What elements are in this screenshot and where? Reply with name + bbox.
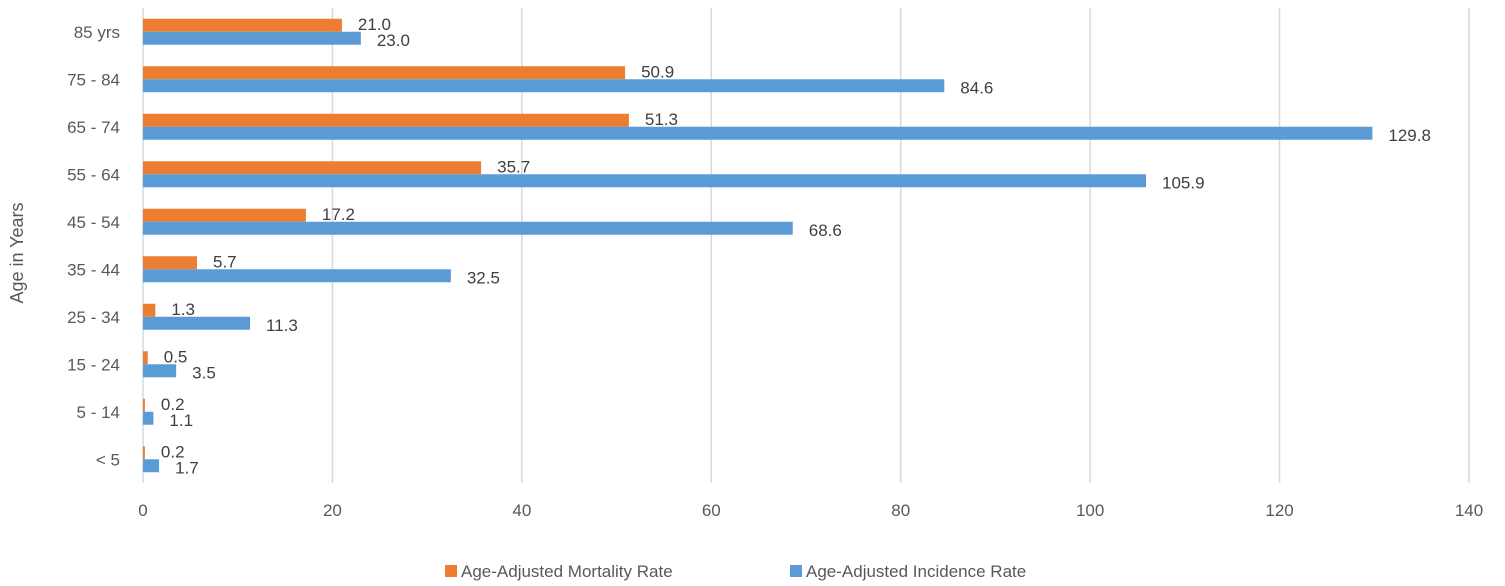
x-tick-label: 40 bbox=[512, 501, 531, 520]
y-tick-label: 25 - 34 bbox=[67, 308, 120, 327]
mortality-data-label: 21.0 bbox=[358, 15, 391, 34]
incidence-bar bbox=[143, 364, 177, 378]
y-tick-label: 15 - 24 bbox=[67, 355, 120, 374]
y-axis-tick-labels: 85 yrs 75 - 84 65 - 74 55 - 64 45 - 54 35 - 4… bbox=[67, 23, 120, 470]
y-tick-label: 85 yrs bbox=[74, 23, 120, 42]
mortality-bar bbox=[143, 446, 145, 460]
mortality-data-label: 51.3 bbox=[645, 110, 678, 129]
mortality-data-label: 17.2 bbox=[322, 205, 355, 224]
data-labels: 21.023.0 50.9 84.6 51.3 129.8 35.7 105.9 17.2 68… bbox=[161, 15, 1431, 478]
x-tick-label: 80 bbox=[891, 501, 910, 520]
mortality-bar bbox=[143, 113, 629, 127]
mortality-bar bbox=[143, 18, 342, 32]
legend: Age-Adjusted Mortality Rate Age-Adjusted … bbox=[445, 562, 1026, 581]
y-tick-label: 45 - 54 bbox=[67, 213, 120, 232]
incidence-bar bbox=[143, 126, 1373, 140]
y-axis-title: Age in Years bbox=[7, 202, 27, 303]
incidence-bar bbox=[143, 79, 945, 93]
incidence-data-label: 11.3 bbox=[266, 316, 298, 335]
incidence-data-label: 3.5 bbox=[192, 363, 216, 382]
x-tick-label: 100 bbox=[1076, 501, 1104, 520]
bars bbox=[143, 18, 1373, 473]
y-tick-label: 35 - 44 bbox=[67, 260, 120, 279]
incidence-bar bbox=[143, 316, 251, 330]
y-tick-label: 75 - 84 bbox=[67, 70, 120, 89]
y-tick-label: < 5 bbox=[96, 450, 120, 469]
mortality-data-label: 0.2 bbox=[161, 442, 185, 461]
mortality-bar bbox=[143, 398, 145, 412]
mortality-bar bbox=[143, 208, 306, 222]
incidence-data-label: 1.7 bbox=[175, 458, 199, 477]
mortality-data-label: 1.3 bbox=[171, 300, 195, 319]
y-tick-label: 55 - 64 bbox=[67, 165, 120, 184]
mortality-bar bbox=[143, 256, 197, 270]
x-tick-label: 20 bbox=[323, 501, 342, 520]
legend-swatch-mortality bbox=[445, 565, 457, 577]
incidence-bar bbox=[143, 269, 451, 283]
y-tick-label: 5 - 14 bbox=[77, 403, 120, 422]
incidence-data-label: 129.8 bbox=[1388, 126, 1431, 145]
x-tick-label: 120 bbox=[1265, 501, 1293, 520]
x-axis-tick-labels: 0 20 40 60 80 100 120 140 bbox=[138, 501, 1483, 520]
x-tick-label: 140 bbox=[1455, 501, 1483, 520]
mortality-bar bbox=[143, 303, 156, 317]
incidence-data-label: 68.6 bbox=[809, 221, 842, 240]
incidence-data-label: 105.9 bbox=[1162, 173, 1205, 192]
x-tick-label: 0 bbox=[138, 501, 147, 520]
incidence-data-label: 32.5 bbox=[467, 268, 500, 287]
legend-swatch-incidence bbox=[790, 565, 802, 577]
incidence-bar bbox=[143, 221, 793, 235]
incidence-bar bbox=[143, 459, 160, 473]
incidence-bar bbox=[143, 31, 361, 45]
mortality-data-label: 50.9 bbox=[641, 62, 674, 81]
mortality-data-label: 0.5 bbox=[164, 347, 188, 366]
legend-label-mortality: Age-Adjusted Mortality Rate bbox=[461, 562, 673, 581]
mortality-data-label: 5.7 bbox=[213, 252, 237, 271]
legend-label-incidence: Age-Adjusted Incidence Rate bbox=[806, 562, 1026, 581]
mortality-data-label: 0.2 bbox=[161, 395, 185, 414]
incidence-bar bbox=[143, 174, 1147, 188]
mortality-bar bbox=[143, 161, 482, 175]
incidence-data-label: 23.0 bbox=[377, 31, 410, 50]
mortality-bar bbox=[143, 351, 148, 365]
mortality-data-label: 35.7 bbox=[497, 157, 530, 176]
y-tick-label: 65 - 74 bbox=[67, 118, 120, 137]
mortality-bar bbox=[143, 66, 626, 80]
incidence-data-label: 84.6 bbox=[960, 78, 993, 97]
x-tick-label: 60 bbox=[702, 501, 721, 520]
incidence-data-label: 1.1 bbox=[169, 411, 193, 430]
incidence-bar bbox=[143, 411, 154, 425]
